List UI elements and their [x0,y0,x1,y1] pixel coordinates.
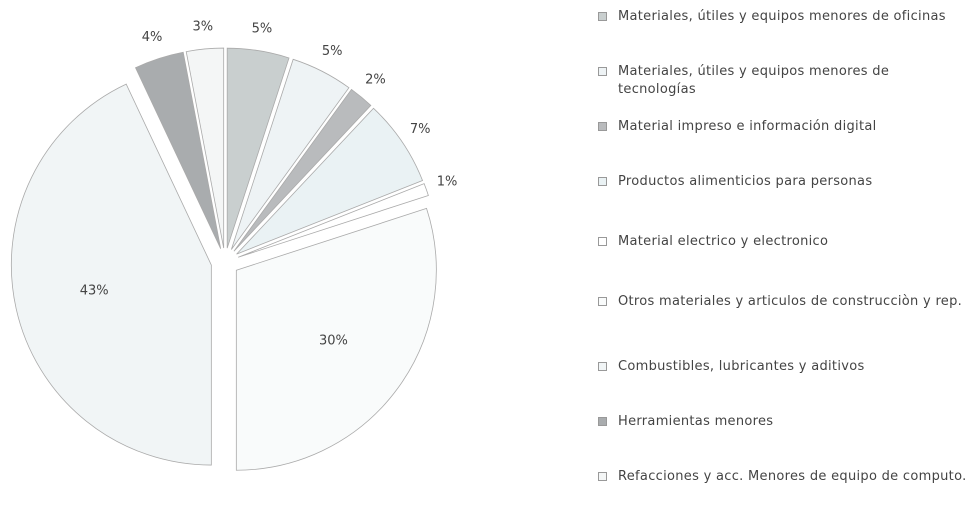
legend-item: Combustibles, lubricantes y aditivos [598,358,968,376]
legend-label: Materiales, útiles y equipos menores de … [618,9,946,24]
legend-swatch [598,237,607,246]
legend-item: Materiales, útiles y equipos menores de … [598,63,968,99]
legend-item: Productos alimenticios para personas [598,173,968,191]
legend-item: Materiales, útiles y equipos menores de … [598,8,968,26]
legend-label: Productos alimenticios para personas [618,174,873,189]
data-label: 5% [252,21,273,36]
legend-item: Material electrico y electronico [598,233,968,251]
pie-slice [230,58,350,250]
data-label: 4% [142,30,163,45]
legend-item: Otros materiales y articulos de construc… [598,293,968,311]
legend-swatch [598,362,607,371]
pie-slice [238,183,429,258]
data-label: 7% [410,122,431,137]
pie-slice [235,207,437,471]
legend-label: Otros materiales y articulos de construc… [618,294,963,309]
legend-swatch [598,297,607,306]
legend-item: Herramientas menores [598,413,968,431]
pie-slice [134,51,222,249]
chart: 5% 5% 2% 7% 1% 30% 43% 4% 3% [10,20,458,471]
legend-item: Material impreso e información digital [598,118,968,136]
legend-swatch [598,122,607,131]
legend-label: Refacciones y acc. Menores de equipo de … [618,469,967,484]
legend-label: Combustibles, lubricantes y aditivos [618,359,865,374]
legend-swatch [598,472,607,481]
data-label: 2% [365,73,386,88]
legend-swatch [598,67,607,76]
legend-swatch [598,417,607,426]
legend-item: Refacciones y acc. Menores de equipo de … [598,468,968,486]
data-label: 43% [80,284,109,299]
data-label: 3% [192,20,213,35]
legend-label: Material impreso e información digital [618,119,877,134]
data-label: 1% [437,175,458,190]
legend-swatch [598,12,607,21]
legend-label: Materiales, útiles y equipos menores de … [618,64,890,97]
legend-label: Material electrico y electronico [618,234,829,249]
pie-slice [10,83,212,466]
data-label: 30% [319,333,348,348]
pie-slice [233,88,372,252]
pie-slice [226,47,290,249]
legend-label: Herramientas menores [618,414,774,429]
pie-slice [236,107,424,255]
data-label: 5% [322,44,343,59]
legend-swatch [598,177,607,186]
pie-slice [185,47,225,249]
